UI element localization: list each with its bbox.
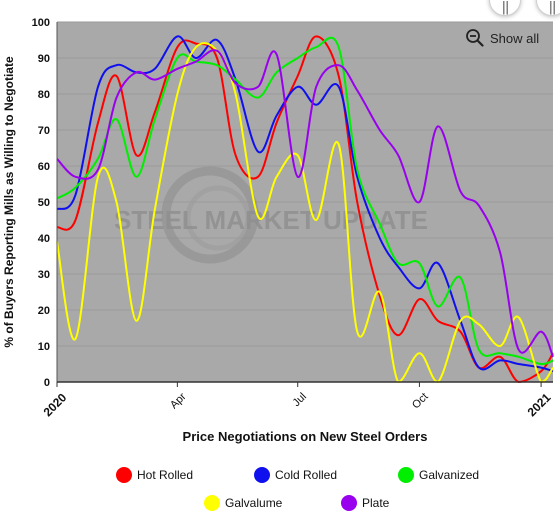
show-all-button[interactable]: Show all	[466, 29, 539, 47]
series-line-galvalume[interactable]	[56, 42, 554, 383]
legend-label: Plate	[362, 496, 390, 510]
legend-marker	[341, 495, 357, 511]
legend-marker	[116, 467, 132, 483]
series-line-plate[interactable]	[56, 49, 554, 358]
legend-marker	[254, 467, 270, 483]
y-tick-label: 40	[38, 233, 50, 245]
legend-item-plate[interactable]: Plate	[341, 495, 389, 511]
legend-label: Galvalume	[225, 496, 283, 510]
y-tick-label: 90	[38, 53, 50, 65]
grip-icon: ||	[548, 0, 557, 15]
y-axis: 0 10 20 30 40 50 60 70 80 90 100	[32, 17, 58, 389]
legend-item-cold-rolled[interactable]: Cold Rolled	[254, 467, 337, 483]
show-all-label: Show all	[490, 30, 540, 46]
legend-label: Cold Rolled	[275, 468, 338, 482]
watermark-ring-inner	[185, 185, 251, 251]
y-tick-label: 60	[38, 161, 50, 173]
y-axis-title: % of Buyers Reporting Mills as Willing t…	[2, 56, 16, 348]
y-tick-label: 70	[38, 125, 50, 137]
x-tick-label: Oct	[410, 391, 431, 412]
x-axis: 2020 Apr Jul Oct 2021	[41, 381, 554, 419]
x-tick-label: Apr	[168, 390, 189, 411]
legend-marker	[204, 495, 220, 511]
zoom-out-icon	[466, 29, 484, 47]
legend-item-galvalume[interactable]: Galvalume	[204, 495, 282, 511]
legend-item-galvanized[interactable]: Galvanized	[398, 467, 479, 483]
y-tick-label: 100	[32, 17, 50, 29]
y-tick-label: 10	[38, 341, 50, 353]
x-axis-title: Price Negotiations on New Steel Orders	[183, 429, 428, 444]
y-tick-label: 20	[38, 305, 50, 317]
series-line-galvanized[interactable]	[56, 36, 554, 366]
legend-marker	[398, 467, 414, 483]
y-tick-label: 50	[38, 197, 50, 209]
y-tick-label: 0	[44, 377, 50, 389]
watermark-ring	[161, 166, 259, 264]
y-tick-label: 30	[38, 269, 50, 281]
x-tick-label: 2020	[41, 390, 70, 419]
y-tick-label: 80	[38, 89, 50, 101]
watermark-text: STEEL MARKET UPDATE	[114, 205, 428, 235]
x-tick-label: Jul	[291, 391, 309, 409]
legend-item-hot-rolled[interactable]: Hot Rolled	[116, 467, 193, 483]
legend-label: Galvanized	[419, 468, 480, 482]
grip-icon: ||	[501, 0, 510, 15]
legend: Hot Rolled Cold Rolled Galvanized Galvalume…	[0, 456, 560, 513]
legend-label: Hot Rolled	[137, 468, 194, 482]
series-layer	[56, 35, 554, 383]
x-tick-label: 2021	[525, 390, 554, 419]
